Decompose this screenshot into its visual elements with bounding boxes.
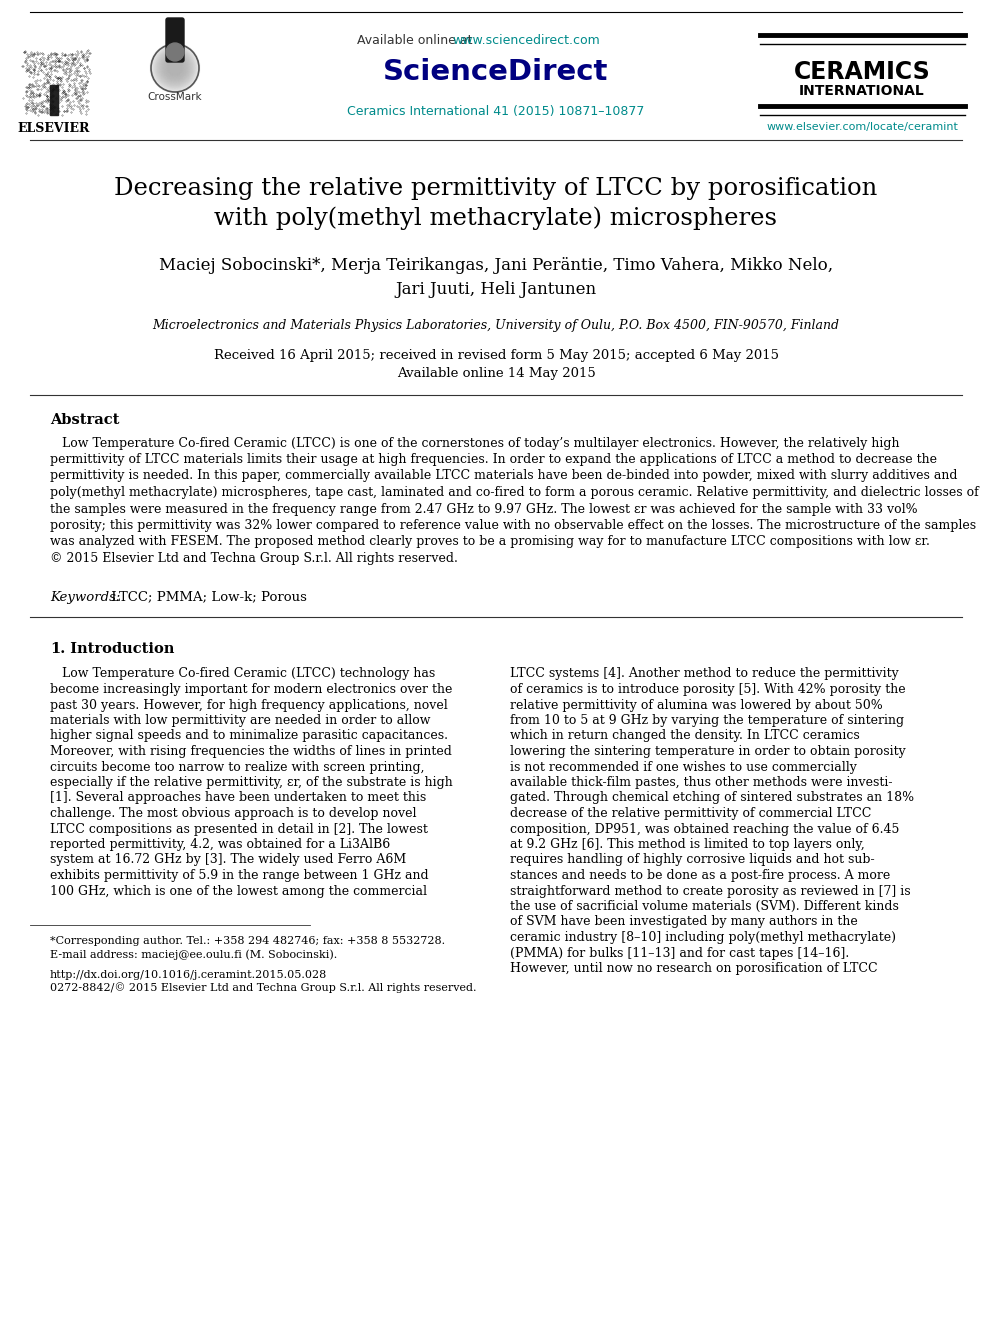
Text: available thick-film pastes, thus other methods were investi-: available thick-film pastes, thus other … <box>510 777 893 789</box>
Text: Available online at: Available online at <box>357 33 476 46</box>
Text: especially if the relative permittivity, εr, of the substrate is high: especially if the relative permittivity,… <box>50 777 452 789</box>
Text: challenge. The most obvious approach is to develop novel: challenge. The most obvious approach is … <box>50 807 417 820</box>
Text: © 2015 Elsevier Ltd and Techna Group S.r.l. All rights reserved.: © 2015 Elsevier Ltd and Techna Group S.r… <box>50 552 458 565</box>
Text: straightforward method to create porosity as reviewed in [7] is: straightforward method to create porosit… <box>510 885 911 897</box>
Text: is not recommended if one wishes to use commercially: is not recommended if one wishes to use … <box>510 761 857 774</box>
Bar <box>50 85 58 115</box>
Text: [1]. Several approaches have been undertaken to meet this: [1]. Several approaches have been undert… <box>50 791 427 804</box>
Text: Moreover, with rising frequencies the widths of lines in printed: Moreover, with rising frequencies the wi… <box>50 745 452 758</box>
Text: of SVM have been investigated by many authors in the: of SVM have been investigated by many au… <box>510 916 858 929</box>
Text: composition, DP951, was obtained reaching the value of 6.45: composition, DP951, was obtained reachin… <box>510 823 900 836</box>
Text: http://dx.doi.org/10.1016/j.ceramint.2015.05.028: http://dx.doi.org/10.1016/j.ceramint.201… <box>50 970 327 979</box>
Text: INTERNATIONAL: INTERNATIONAL <box>800 83 925 98</box>
Text: was analyzed with FESEM. The proposed method clearly proves to be a promising wa: was analyzed with FESEM. The proposed me… <box>50 536 930 549</box>
Text: stances and needs to be done as a post-fire process. A more: stances and needs to be done as a post-f… <box>510 869 890 882</box>
Text: Low Temperature Co-fired Ceramic (LTCC) is one of the cornerstones of today’s mu: Low Temperature Co-fired Ceramic (LTCC) … <box>50 437 900 450</box>
Text: Jari Juuti, Heli Jantunen: Jari Juuti, Heli Jantunen <box>396 282 596 299</box>
Text: poly(methyl methacrylate) microspheres, tape cast, laminated and co-fired to for: poly(methyl methacrylate) microspheres, … <box>50 486 979 499</box>
Text: reported permittivity, 4.2, was obtained for a Li3AlB6: reported permittivity, 4.2, was obtained… <box>50 837 390 851</box>
Text: Low Temperature Co-fired Ceramic (LTCC) technology has: Low Temperature Co-fired Ceramic (LTCC) … <box>50 668 435 680</box>
Text: exhibits permittivity of 5.9 in the range between 1 GHz and: exhibits permittivity of 5.9 in the rang… <box>50 869 429 882</box>
Text: decrease of the relative permittivity of commercial LTCC: decrease of the relative permittivity of… <box>510 807 871 820</box>
Text: the use of sacrificial volume materials (SVM). Different kinds: the use of sacrificial volume materials … <box>510 900 899 913</box>
Text: 100 GHz, which is one of the lowest among the commercial: 100 GHz, which is one of the lowest amon… <box>50 885 427 897</box>
Text: lowering the sintering temperature in order to obtain porosity: lowering the sintering temperature in or… <box>510 745 906 758</box>
Text: CERAMICS: CERAMICS <box>794 60 930 83</box>
Text: requires handling of highly corrosive liquids and hot sub-: requires handling of highly corrosive li… <box>510 853 875 867</box>
Text: Abstract: Abstract <box>50 413 119 427</box>
Text: LTCC systems [4]. Another method to reduce the permittivity: LTCC systems [4]. Another method to redu… <box>510 668 899 680</box>
Text: Ceramics International 41 (2015) 10871–10877: Ceramics International 41 (2015) 10871–1… <box>347 106 645 119</box>
Text: However, until now no research on porosification of LTCC: However, until now no research on porosi… <box>510 962 878 975</box>
Text: Available online 14 May 2015: Available online 14 May 2015 <box>397 366 595 380</box>
Text: past 30 years. However, for high frequency applications, novel: past 30 years. However, for high frequen… <box>50 699 447 712</box>
Text: the samples were measured in the frequency range from 2.47 GHz to 9.97 GHz. The : the samples were measured in the frequen… <box>50 503 918 516</box>
Text: 0272-8842/© 2015 Elsevier Ltd and Techna Group S.r.l. All rights reserved.: 0272-8842/© 2015 Elsevier Ltd and Techna… <box>50 982 476 992</box>
Text: circuits become too narrow to realize with screen printing,: circuits become too narrow to realize wi… <box>50 761 425 774</box>
Text: permittivity of LTCC materials limits their usage at high frequencies. In order : permittivity of LTCC materials limits th… <box>50 452 937 466</box>
Text: permittivity is needed. In this paper, commercially available LTCC materials hav: permittivity is needed. In this paper, c… <box>50 470 957 483</box>
Text: materials with low permittivity are needed in order to allow: materials with low permittivity are need… <box>50 714 431 728</box>
Text: www.elsevier.com/locate/ceramint: www.elsevier.com/locate/ceramint <box>766 122 958 132</box>
Text: Keywords:: Keywords: <box>50 590 120 603</box>
Text: *Corresponding author. Tel.: +358 294 482746; fax: +358 8 5532728.: *Corresponding author. Tel.: +358 294 48… <box>50 935 445 946</box>
Text: LTCC; PMMA; Low-k; Porous: LTCC; PMMA; Low-k; Porous <box>107 590 307 603</box>
Text: from 10 to 5 at 9 GHz by varying the temperature of sintering: from 10 to 5 at 9 GHz by varying the tem… <box>510 714 904 728</box>
Text: LTCC compositions as presented in detail in [2]. The lowest: LTCC compositions as presented in detail… <box>50 823 428 836</box>
Text: CrossMark: CrossMark <box>148 93 202 102</box>
Text: 1.: 1. <box>50 642 65 656</box>
Text: become increasingly important for modern electronics over the: become increasingly important for modern… <box>50 683 452 696</box>
Text: Microelectronics and Materials Physics Laboratories, University of Oulu, P.O. Bo: Microelectronics and Materials Physics L… <box>153 319 839 332</box>
Text: which in return changed the density. In LTCC ceramics: which in return changed the density. In … <box>510 729 860 742</box>
Text: ScienceDirect: ScienceDirect <box>383 58 609 86</box>
Text: E-mail address: maciej@ee.oulu.fi (M. Sobocinski).: E-mail address: maciej@ee.oulu.fi (M. So… <box>50 949 337 959</box>
Text: Received 16 April 2015; received in revised form 5 May 2015; accepted 6 May 2015: Received 16 April 2015; received in revi… <box>213 348 779 361</box>
Text: ELSEVIER: ELSEVIER <box>18 122 90 135</box>
Text: (PMMA) for bulks [11–13] and for cast tapes [14–16].: (PMMA) for bulks [11–13] and for cast ta… <box>510 946 849 959</box>
Text: of ceramics is to introduce porosity [5]. With 42% porosity the: of ceramics is to introduce porosity [5]… <box>510 683 906 696</box>
Text: porosity; this permittivity was 32% lower compared to reference value with no ob: porosity; this permittivity was 32% lowe… <box>50 519 976 532</box>
FancyBboxPatch shape <box>166 19 184 62</box>
Text: system at 16.72 GHz by [3]. The widely used Ferro A6M: system at 16.72 GHz by [3]. The widely u… <box>50 853 407 867</box>
Text: Introduction: Introduction <box>60 642 175 656</box>
Text: gated. Through chemical etching of sintered substrates an 18%: gated. Through chemical etching of sinte… <box>510 791 914 804</box>
Text: at 9.2 GHz [6]. This method is limited to top layers only,: at 9.2 GHz [6]. This method is limited t… <box>510 837 865 851</box>
Circle shape <box>166 44 184 61</box>
Text: Decreasing the relative permittivity of LTCC by porosification: Decreasing the relative permittivity of … <box>114 176 878 200</box>
Text: higher signal speeds and to minimalize parasitic capacitances.: higher signal speeds and to minimalize p… <box>50 729 448 742</box>
Text: Maciej Sobocinski*, Merja Teirikangas, Jani Peräntie, Timo Vahera, Mikko Nelo,: Maciej Sobocinski*, Merja Teirikangas, J… <box>159 257 833 274</box>
Text: relative permittivity of alumina was lowered by about 50%: relative permittivity of alumina was low… <box>510 699 883 712</box>
Text: ceramic industry [8–10] including poly(methyl methacrylate): ceramic industry [8–10] including poly(m… <box>510 931 896 945</box>
Text: with poly(methyl methacrylate) microspheres: with poly(methyl methacrylate) microsphe… <box>214 206 778 230</box>
Text: www.sciencedirect.com: www.sciencedirect.com <box>452 33 600 46</box>
